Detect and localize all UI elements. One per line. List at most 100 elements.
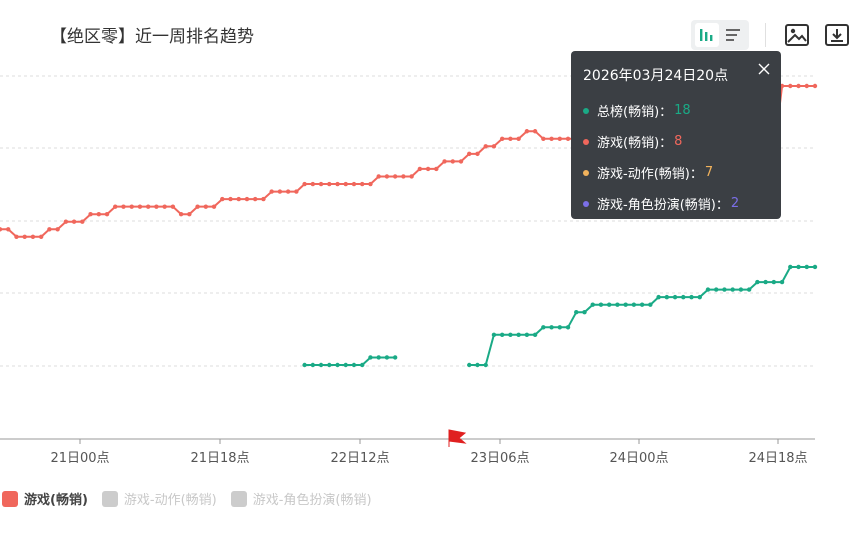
data-point[interactable] bbox=[376, 355, 381, 360]
data-point[interactable] bbox=[722, 287, 727, 292]
data-point[interactable] bbox=[302, 362, 307, 368]
data-point[interactable] bbox=[812, 83, 818, 89]
legend-item[interactable]: 游戏-动作(畅销) bbox=[101, 489, 217, 508]
data-point[interactable] bbox=[796, 264, 801, 270]
data-point[interactable] bbox=[779, 279, 785, 285]
data-point[interactable] bbox=[417, 166, 423, 172]
legend-item[interactable]: 游戏-角色扮演(畅销) bbox=[230, 489, 372, 508]
data-point[interactable] bbox=[623, 302, 628, 307]
data-point[interactable] bbox=[425, 166, 431, 172]
data-point[interactable] bbox=[615, 302, 620, 307]
data-point[interactable] bbox=[244, 196, 250, 202]
data-point[interactable] bbox=[532, 129, 538, 134]
data-point[interactable] bbox=[0, 227, 3, 232]
data-point[interactable] bbox=[475, 362, 480, 368]
data-point[interactable] bbox=[483, 144, 488, 149]
data-point[interactable] bbox=[557, 136, 562, 141]
data-point[interactable] bbox=[565, 325, 571, 330]
close-icon[interactable] bbox=[757, 61, 771, 75]
data-point[interactable] bbox=[763, 279, 768, 285]
data-point[interactable] bbox=[541, 325, 546, 330]
data-point[interactable] bbox=[154, 204, 159, 209]
data-point[interactable] bbox=[318, 181, 324, 187]
data-point[interactable] bbox=[360, 181, 365, 187]
data-point[interactable] bbox=[672, 294, 678, 300]
data-point[interactable] bbox=[351, 181, 357, 187]
data-point[interactable] bbox=[269, 189, 274, 194]
data-point[interactable] bbox=[80, 219, 85, 224]
data-point[interactable] bbox=[392, 355, 398, 360]
data-point[interactable] bbox=[88, 211, 93, 217]
data-point[interactable] bbox=[590, 302, 595, 307]
data-point[interactable] bbox=[746, 287, 752, 292]
data-point[interactable] bbox=[582, 310, 587, 315]
data-point[interactable] bbox=[145, 204, 151, 209]
flag-marker[interactable] bbox=[448, 429, 467, 447]
data-point[interactable] bbox=[409, 174, 414, 179]
data-point[interactable] bbox=[22, 234, 27, 240]
data-point[interactable] bbox=[656, 294, 661, 300]
data-point[interactable] bbox=[137, 204, 143, 209]
bar-chart-icon[interactable] bbox=[695, 23, 719, 47]
data-point[interactable] bbox=[565, 136, 571, 141]
download-icon[interactable] bbox=[822, 20, 852, 50]
data-point[interactable] bbox=[804, 83, 809, 89]
data-point[interactable] bbox=[755, 279, 760, 285]
data-point[interactable] bbox=[796, 83, 801, 89]
data-point[interactable] bbox=[351, 362, 357, 368]
data-point[interactable] bbox=[812, 264, 818, 270]
data-point[interactable] bbox=[384, 174, 390, 179]
data-point[interactable] bbox=[104, 211, 110, 217]
data-point[interactable] bbox=[310, 362, 316, 368]
data-point[interactable] bbox=[327, 362, 332, 368]
data-point[interactable] bbox=[96, 211, 101, 217]
legend-item[interactable]: 游戏(畅销) bbox=[2, 489, 88, 508]
data-point[interactable] bbox=[335, 362, 340, 368]
data-point[interactable] bbox=[220, 196, 225, 202]
data-point[interactable] bbox=[162, 204, 167, 209]
data-point[interactable] bbox=[327, 181, 332, 187]
data-point[interactable] bbox=[491, 144, 497, 149]
data-point[interactable] bbox=[524, 332, 530, 338]
data-point[interactable] bbox=[508, 332, 513, 338]
data-point[interactable] bbox=[71, 219, 77, 224]
data-point[interactable] bbox=[541, 136, 546, 141]
data-point[interactable] bbox=[499, 332, 505, 338]
data-point[interactable] bbox=[771, 279, 777, 285]
data-point[interactable] bbox=[121, 204, 126, 209]
data-point[interactable] bbox=[532, 332, 538, 338]
data-point[interactable] bbox=[253, 196, 258, 202]
data-point[interactable] bbox=[714, 287, 719, 292]
data-point[interactable] bbox=[30, 234, 36, 240]
data-point[interactable] bbox=[236, 196, 241, 202]
data-point[interactable] bbox=[483, 362, 488, 368]
image-icon[interactable] bbox=[782, 20, 812, 50]
data-point[interactable] bbox=[475, 151, 480, 157]
data-point[interactable] bbox=[302, 181, 307, 187]
data-point[interactable] bbox=[689, 294, 694, 300]
data-point[interactable] bbox=[524, 129, 530, 134]
data-point[interactable] bbox=[195, 204, 200, 209]
data-point[interactable] bbox=[170, 204, 176, 209]
data-point[interactable] bbox=[384, 355, 390, 360]
data-point[interactable] bbox=[343, 181, 348, 187]
data-point[interactable] bbox=[549, 325, 554, 330]
data-point[interactable] bbox=[318, 362, 324, 368]
data-point[interactable] bbox=[38, 234, 44, 240]
data-point[interactable] bbox=[508, 136, 513, 141]
list-icon[interactable] bbox=[721, 23, 745, 47]
data-point[interactable] bbox=[557, 325, 562, 330]
data-point[interactable] bbox=[788, 264, 793, 270]
data-point[interactable] bbox=[648, 302, 653, 307]
data-point[interactable] bbox=[211, 204, 217, 209]
data-point[interactable] bbox=[368, 355, 373, 360]
data-point[interactable] bbox=[14, 234, 19, 240]
data-point[interactable] bbox=[285, 189, 291, 194]
data-point[interactable] bbox=[450, 159, 455, 164]
data-point[interactable] bbox=[467, 151, 472, 157]
data-point[interactable] bbox=[467, 362, 472, 368]
data-point[interactable] bbox=[639, 302, 645, 307]
data-point[interactable] bbox=[178, 211, 184, 217]
data-point[interactable] bbox=[113, 204, 118, 209]
data-point[interactable] bbox=[574, 310, 579, 315]
